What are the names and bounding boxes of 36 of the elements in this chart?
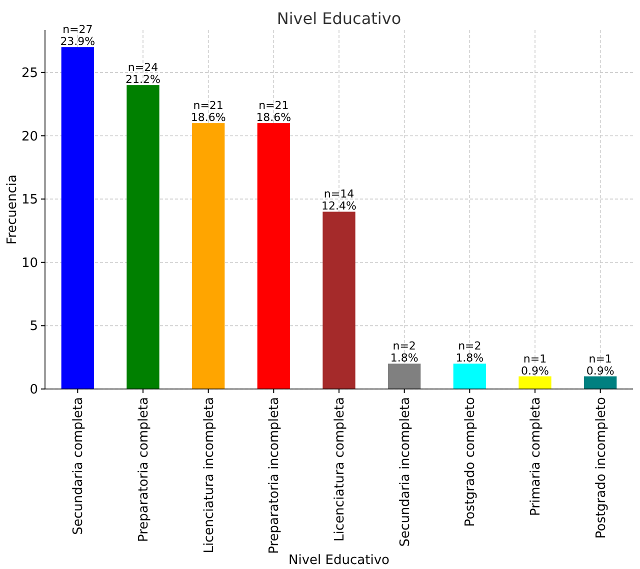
y-tick-label: 20	[21, 129, 38, 144]
x-tick-label: Postgrado completo	[463, 396, 478, 527]
x-tick-label: Postgrado incompleto	[594, 396, 609, 539]
bar	[584, 376, 617, 389]
data-label: n=1 0.9%	[586, 352, 614, 378]
x-axis-title: Nivel Educativo	[288, 553, 390, 568]
y-tick-label: 15	[21, 192, 38, 208]
x-tick-label: Preparatoria incompleta	[267, 397, 282, 554]
bar	[257, 123, 290, 389]
data-label: n=21 18.6%	[190, 99, 226, 124]
x-tick-label: Licenciatura incompleta	[202, 397, 217, 554]
x-tick-label: Secundaria incompleta	[398, 397, 413, 547]
data-label: n=2 1.8%	[456, 340, 484, 365]
bar	[61, 47, 94, 389]
bar	[388, 364, 421, 389]
data-label: n=2 1.8%	[390, 340, 418, 365]
data-label: n=24 21.2%	[126, 61, 160, 86]
x-tick-label: Secundaria completa	[71, 397, 86, 535]
y-tick-label: 0	[30, 382, 38, 398]
y-axis-title: Frecuencia	[5, 174, 20, 244]
bar	[453, 364, 486, 389]
y-tick-label: 5	[30, 319, 38, 334]
chart-title: Nivel Educativo	[276, 9, 402, 28]
x-tick-label: Licenciatura completa	[332, 397, 348, 542]
bar	[322, 212, 356, 389]
x-tick-label: Primaria completa	[528, 397, 544, 516]
y-tick-label: 25	[21, 66, 38, 81]
data-label: n=21 18.6%	[256, 99, 292, 124]
data-label: n=14 12.4%	[322, 188, 356, 213]
x-tick-label: Preparatoria completa	[136, 397, 152, 542]
bar	[518, 376, 552, 389]
data-label: n=27 23.9%	[60, 23, 96, 48]
bar	[126, 85, 160, 389]
bar	[192, 123, 225, 389]
data-label: n=1 0.9%	[521, 352, 549, 378]
y-tick-label: 10	[21, 256, 38, 271]
